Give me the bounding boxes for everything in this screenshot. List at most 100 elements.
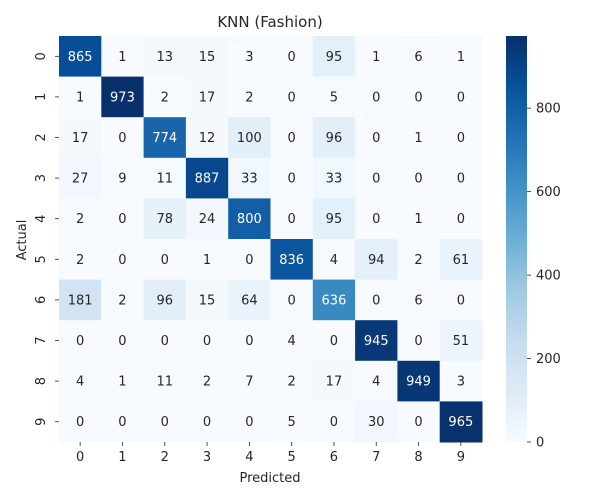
cell-value-label: 11 [156,172,173,187]
cell-value-label: 181 [68,293,93,308]
heatmap-cell [101,157,145,199]
heatmap-cell [143,360,187,402]
x-tick-label: 9 [457,450,465,465]
cell-value-label: 15 [199,50,216,65]
x-tick-label: 6 [330,450,338,465]
x-tick-label: 4 [245,450,253,465]
cell-value-label: 3 [457,375,465,390]
cell-value-label: 965 [448,415,473,430]
heatmap-cell [101,320,145,362]
heatmap-cell [228,360,271,402]
heatmap-cell [143,157,187,199]
cell-value-label: 636 [322,293,347,308]
heatmap-cell [185,401,229,443]
cell-value-label: 13 [156,50,173,65]
heatmap-cell [143,117,187,159]
heatmap-cell [59,117,102,159]
heatmap-cell [312,157,356,199]
cell-value-label: 2 [76,212,84,227]
heatmap-cell [101,279,145,321]
heatmap-cell [439,279,483,321]
heatmap-cell [397,401,441,443]
heatmap-cell [228,198,271,240]
heatmap-cell [355,76,398,118]
cell-value-label: 7 [245,375,253,390]
cell-value-label: 0 [457,172,465,187]
cell-value-label: 2 [161,90,169,105]
cell-value-label: 0 [457,131,465,146]
heatmap-cell [270,279,314,321]
y-tick-label: 9 [34,418,49,426]
cell-value-label: 17 [326,375,343,390]
y-tick-label: 6 [34,296,49,304]
y-tick-label: 4 [34,215,49,223]
heatmap-cell [228,36,271,78]
cell-value-label: 2 [414,253,422,268]
heatmap-cell [185,279,229,321]
heatmap-cell [397,279,441,321]
cell-value-label: 949 [406,375,431,390]
y-axis-label: Actual [15,220,30,261]
colorbar: 0 200 400 600 800 [506,36,561,451]
cell-value-label: 0 [76,334,84,349]
heatmap-cell [270,320,314,362]
heatmap-cell [185,157,229,199]
heatmap-cell [143,36,187,78]
cell-value-label: 100 [237,131,262,146]
heatmap-cell [143,76,187,118]
heatmap-cell [101,76,145,118]
cell-value-label: 4 [372,375,380,390]
heatmap-cell [228,157,271,199]
cell-value-label: 1 [414,212,422,227]
cell-value-label: 0 [288,131,296,146]
cell-value-label: 0 [288,90,296,105]
heatmap-cell [312,36,356,78]
cell-value-label: 836 [279,253,304,268]
y-tick-label: 7 [34,336,49,344]
heatmap-cell [355,36,398,78]
heatmap-cell [312,279,356,321]
cell-value-label: 96 [156,293,173,308]
cell-value-label: 0 [245,415,253,430]
heatmap-cell [270,401,314,443]
x-tick-label: 8 [414,450,422,465]
cell-value-label: 12 [199,131,216,146]
cell-value-label: 0 [372,172,380,187]
cell-value-label: 0 [245,253,253,268]
heatmap-cell [270,36,314,78]
heatmap-cell [143,401,187,443]
cell-value-label: 0 [457,212,465,227]
heatmap-cell [270,157,314,199]
cell-value-label: 0 [288,50,296,65]
cell-value-label: 2 [245,90,253,105]
heatmap-cell [312,360,356,402]
cell-value-label: 2 [288,375,296,390]
cell-value-label: 0 [372,90,380,105]
cell-value-label: 0 [118,131,126,146]
heatmap-cell [355,157,398,199]
heatmap-cell [185,320,229,362]
heatmap-cell [185,117,229,159]
cell-value-label: 94 [368,253,385,268]
cell-value-label: 9 [118,172,126,187]
cell-value-label: 1 [372,50,380,65]
x-tick-label: 1 [118,450,126,465]
y-tick-label: 8 [34,377,49,385]
cell-value-label: 0 [245,334,253,349]
heatmap-cell [312,401,356,443]
heatmap-cell [312,76,356,118]
heatmap-cell [185,239,229,281]
cell-value-label: 0 [118,212,126,227]
heatmap-cell [185,36,229,78]
colorbar-tick-label: 800 [536,102,561,117]
heatmap-cell [143,279,187,321]
heatmap-cell [270,76,314,118]
cell-value-label: 2 [118,293,126,308]
x-tick-label: 0 [76,450,84,465]
heatmap-cell [355,320,398,362]
heatmap-cell [397,36,441,78]
heatmap-cell [270,117,314,159]
heatmap-cell [185,76,229,118]
heatmap-cell [355,279,398,321]
